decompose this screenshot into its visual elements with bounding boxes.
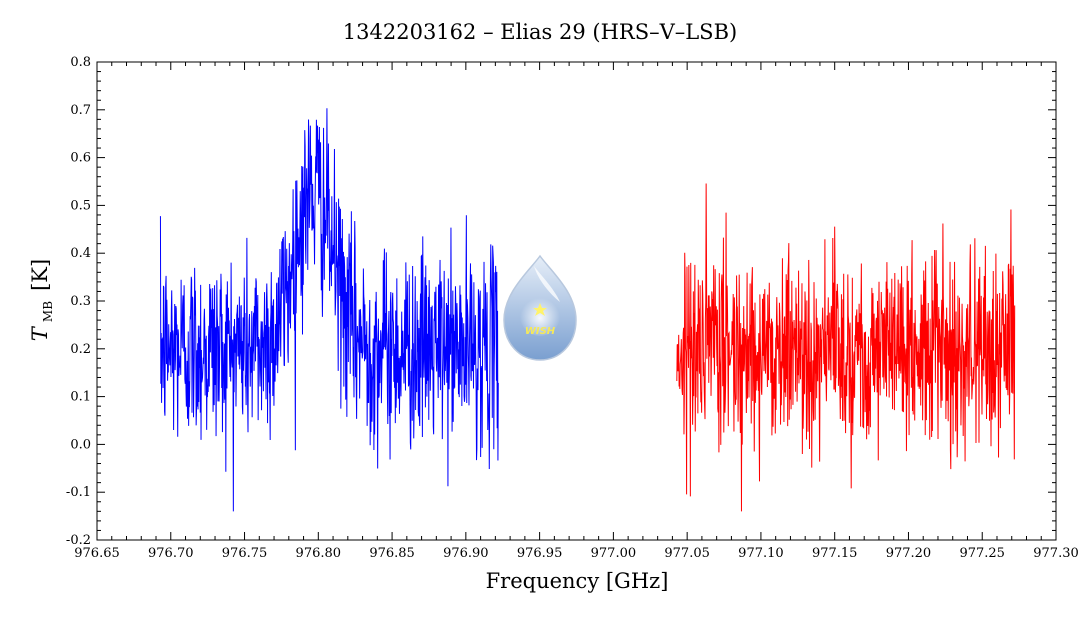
- y-tick-label: 0.3: [70, 294, 91, 309]
- x-axis-label: Frequency [GHz]: [486, 569, 669, 593]
- x-tick-label: 976.95: [517, 546, 563, 561]
- y-axis-label-sub: MB: [41, 301, 55, 322]
- x-tick-label: 976.80: [296, 546, 342, 561]
- logo-drop-highlight: [534, 266, 560, 302]
- x-tick-label: 977.25: [959, 546, 1005, 561]
- y-tick-label: 0.2: [70, 342, 91, 357]
- x-tick-label: 977.05: [664, 546, 710, 561]
- y-axis-ticks: -0.2 -0.1 0.0 0.1 0.2 0.3 0.4 0.5 0.6 0.7 0.8: [66, 55, 1056, 548]
- y-tick-label: -0.2: [66, 533, 91, 548]
- series-layer: [159, 108, 1016, 512]
- x-tick-label: 977.20: [886, 546, 932, 561]
- x-tick-label: 976.65: [74, 546, 120, 561]
- y-tick-label: 0.5: [70, 198, 91, 213]
- x-tick-label: 976.85: [369, 546, 415, 561]
- y-tick-label: 0.6: [70, 151, 91, 166]
- series-red-spectrum: [676, 183, 1016, 512]
- wish-logo: WISH: [503, 254, 577, 361]
- y-tick-label: -0.1: [66, 485, 91, 500]
- logo-text: WISH: [525, 326, 556, 337]
- y-tick-label: 0.4: [70, 246, 91, 261]
- x-tick-label: 977.00: [591, 546, 637, 561]
- y-axis-label-unit: [K]: [28, 259, 52, 291]
- x-tick-label: 977.15: [812, 546, 858, 561]
- x-tick-label: 977.30: [1033, 546, 1079, 561]
- x-tick-label: 976.70: [148, 546, 194, 561]
- x-tick-label: 976.90: [443, 546, 489, 561]
- y-axis-label-main: T: [28, 325, 52, 341]
- y-axis-label: T MB [K]: [28, 259, 56, 341]
- x-tick-label: 977.10: [738, 546, 784, 561]
- x-axis-ticks: 976.65 976.70 976.75 976.80 976.85 976.90 976.…: [74, 62, 1079, 561]
- x-tick-label: 976.75: [222, 546, 268, 561]
- y-tick-label: 0.0: [70, 437, 91, 452]
- chart-title: 1342203162 – Elias 29 (HRS–V–LSB): [343, 20, 737, 44]
- star-icon: [533, 303, 547, 316]
- series-blue-spectrum: [159, 108, 499, 512]
- y-tick-label: 0.8: [70, 55, 91, 70]
- y-tick-label: 0.7: [70, 103, 91, 118]
- logo-glow: [520, 296, 560, 336]
- y-tick-label: 0.1: [70, 390, 91, 405]
